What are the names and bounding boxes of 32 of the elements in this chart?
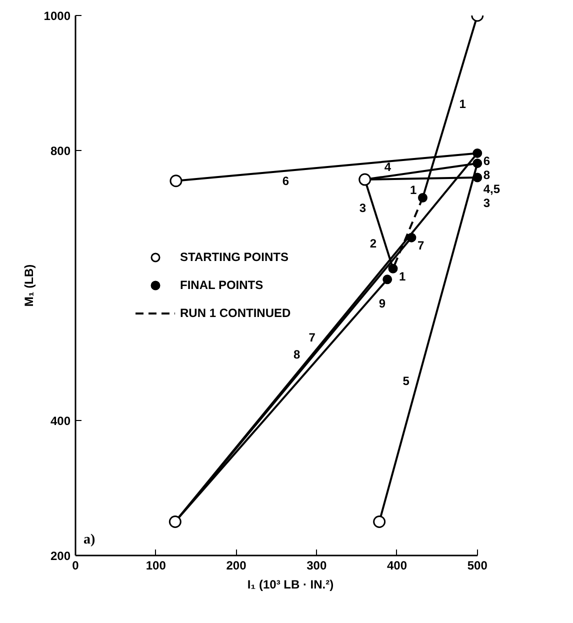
annotation: 1 xyxy=(398,270,406,284)
y-tick-label: 1000 xyxy=(44,9,71,23)
annotation: 7 xyxy=(308,330,316,345)
y-tick-label: 200 xyxy=(50,549,71,563)
annotation: 7 xyxy=(417,238,424,253)
annotation: 1 xyxy=(410,182,418,197)
x-tick-label: 500 xyxy=(467,558,488,572)
annotation: 1 xyxy=(459,96,466,111)
annotation: 8 xyxy=(294,347,300,362)
annotation: 6 xyxy=(483,154,490,168)
annotation: 3 xyxy=(483,196,490,210)
x-tick-label: 300 xyxy=(306,558,327,572)
x-tick-label: 0 xyxy=(72,558,80,572)
x-tick-label: 100 xyxy=(146,558,166,572)
y-tick-label: 800 xyxy=(50,144,71,158)
legend-label: RUN 1 CONTINUED xyxy=(180,306,291,320)
annotation: 4 xyxy=(384,160,392,174)
annotation: 8 xyxy=(483,168,490,182)
legend-label: FINAL POINTS xyxy=(180,278,264,292)
y-axis-title: M₁ (LB) xyxy=(22,264,36,307)
x-axis-title: I₁ (10³ LB · IN.²) xyxy=(247,578,334,592)
annotation: 2 xyxy=(370,236,377,251)
annotation: a) xyxy=(84,532,96,548)
x-tick-label: 200 xyxy=(226,558,247,572)
annotation: 6 xyxy=(282,174,290,188)
annotation: 5 xyxy=(402,374,410,388)
annotation: 4,5 xyxy=(483,182,500,196)
annotation: 3 xyxy=(359,200,366,215)
legend-label: STARTING POINTS xyxy=(180,250,288,264)
y-tick-label: 400 xyxy=(50,414,71,428)
x-tick-label: 400 xyxy=(386,558,408,572)
annotation: 9 xyxy=(378,296,386,311)
